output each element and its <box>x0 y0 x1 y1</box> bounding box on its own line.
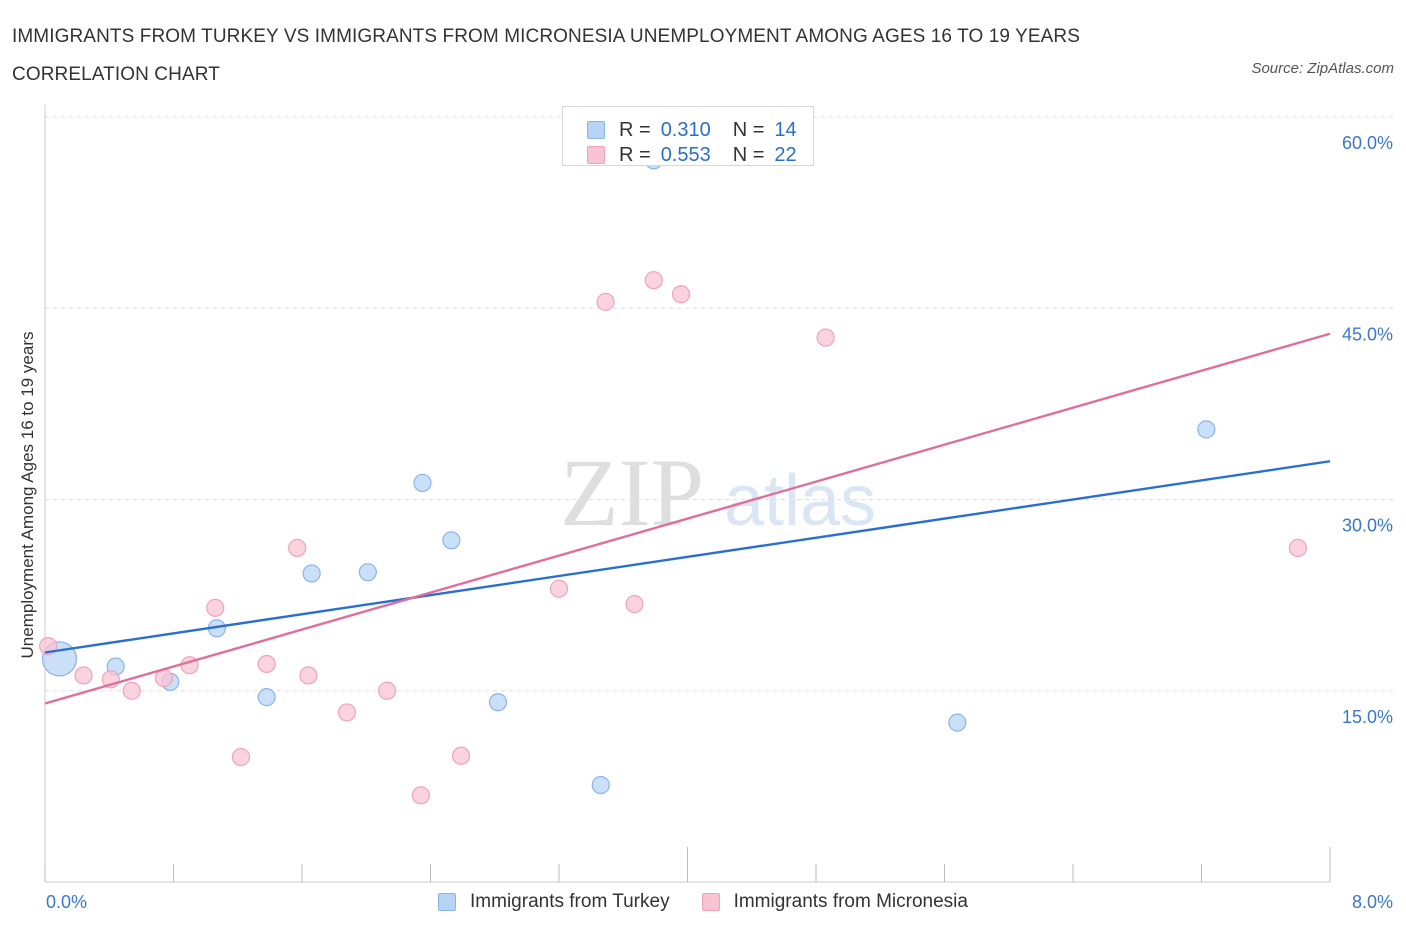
legend-item-turkey[interactable]: Immigrants from Turkey <box>438 891 670 913</box>
n-label: N = <box>732 118 765 141</box>
watermark: ZIP atlas <box>560 439 876 546</box>
turkey-point[interactable] <box>1197 420 1216 439</box>
r-value: 0.553 <box>660 143 711 166</box>
watermark-zip: ZIP <box>560 439 704 546</box>
stats-legend: R = 0.310 N = 14 R = 0.553 N = 22 <box>562 106 814 166</box>
micronesia-point[interactable] <box>122 681 141 700</box>
micronesia-legend-swatch <box>701 893 720 911</box>
micronesia-point[interactable] <box>596 292 615 311</box>
micronesia-point[interactable] <box>451 746 471 765</box>
turkey-point[interactable] <box>948 713 967 732</box>
n-label: N = <box>732 143 765 166</box>
x-tick-label-min: 0.0% <box>46 892 87 912</box>
micronesia-point[interactable] <box>74 666 93 685</box>
n-value: 22 <box>774 143 797 166</box>
stats-row-turkey: R = 0.310 N = 14 <box>587 118 797 142</box>
micronesia-point[interactable] <box>1288 538 1307 558</box>
y-tick-label: 60.0% <box>1342 133 1393 153</box>
x-tick-label-max: 8.0% <box>1352 892 1393 912</box>
turkey-point[interactable] <box>302 564 321 583</box>
chart-title: IMMIGRANTS FROM TURKEY VS IMMIGRANTS FRO… <box>12 26 1081 85</box>
source-label: Source: ZipAtlas.com <box>1251 60 1394 77</box>
stats-row-micronesia: R = 0.553 N = 22 <box>587 143 797 167</box>
turkey-legend-swatch <box>438 893 457 911</box>
micronesia-point[interactable] <box>625 594 644 614</box>
turkey-point[interactable] <box>257 688 276 707</box>
turkey-trend-line <box>44 460 1331 654</box>
micronesia-trend-line <box>44 332 1331 705</box>
y-tick-label: 45.0% <box>1342 324 1393 344</box>
turkey-point[interactable] <box>358 563 377 582</box>
r-value: 0.310 <box>660 118 711 141</box>
micronesia-point[interactable] <box>411 786 430 805</box>
micronesia-point[interactable] <box>288 538 307 558</box>
micronesia-point[interactable] <box>644 271 663 290</box>
series-legend: Immigrants from Turkey Immigrants from M… <box>0 888 1406 916</box>
legend-label-micronesia: Immigrants from Micronesia <box>733 891 968 912</box>
n-value: 14 <box>774 118 797 141</box>
turkey-point[interactable] <box>442 531 461 550</box>
micronesia-point[interactable] <box>231 747 251 767</box>
r-label: R = <box>619 118 651 141</box>
turkey-point[interactable] <box>591 775 610 795</box>
micronesia-point[interactable] <box>549 579 569 598</box>
legend-label-turkey: Immigrants from Turkey <box>470 891 670 912</box>
axes <box>44 105 1331 883</box>
grid-lines <box>45 116 1395 692</box>
y-tick-label: 15.0% <box>1342 707 1393 727</box>
micronesia-swatch <box>587 146 605 164</box>
micronesia-point[interactable] <box>337 703 357 722</box>
turkey-point[interactable] <box>488 693 508 712</box>
legend-item-micronesia[interactable]: Immigrants from Micronesia <box>701 891 968 913</box>
micronesia-point[interactable] <box>257 654 276 674</box>
micronesia-point[interactable] <box>816 328 835 347</box>
micronesia-point[interactable] <box>378 681 397 700</box>
r-label: R = <box>619 143 651 166</box>
micronesia-point[interactable] <box>299 666 318 685</box>
turkey-point[interactable] <box>413 473 432 493</box>
micronesia-point[interactable] <box>671 285 691 304</box>
turkey-swatch <box>587 121 605 139</box>
y-tick-label: 30.0% <box>1342 516 1393 536</box>
tick-labels: 0.0% 8.0% 15.0% 30.0% 45.0% 60.0% <box>46 133 1393 912</box>
trend-lines <box>44 332 1331 705</box>
micronesia-point[interactable] <box>206 598 225 617</box>
